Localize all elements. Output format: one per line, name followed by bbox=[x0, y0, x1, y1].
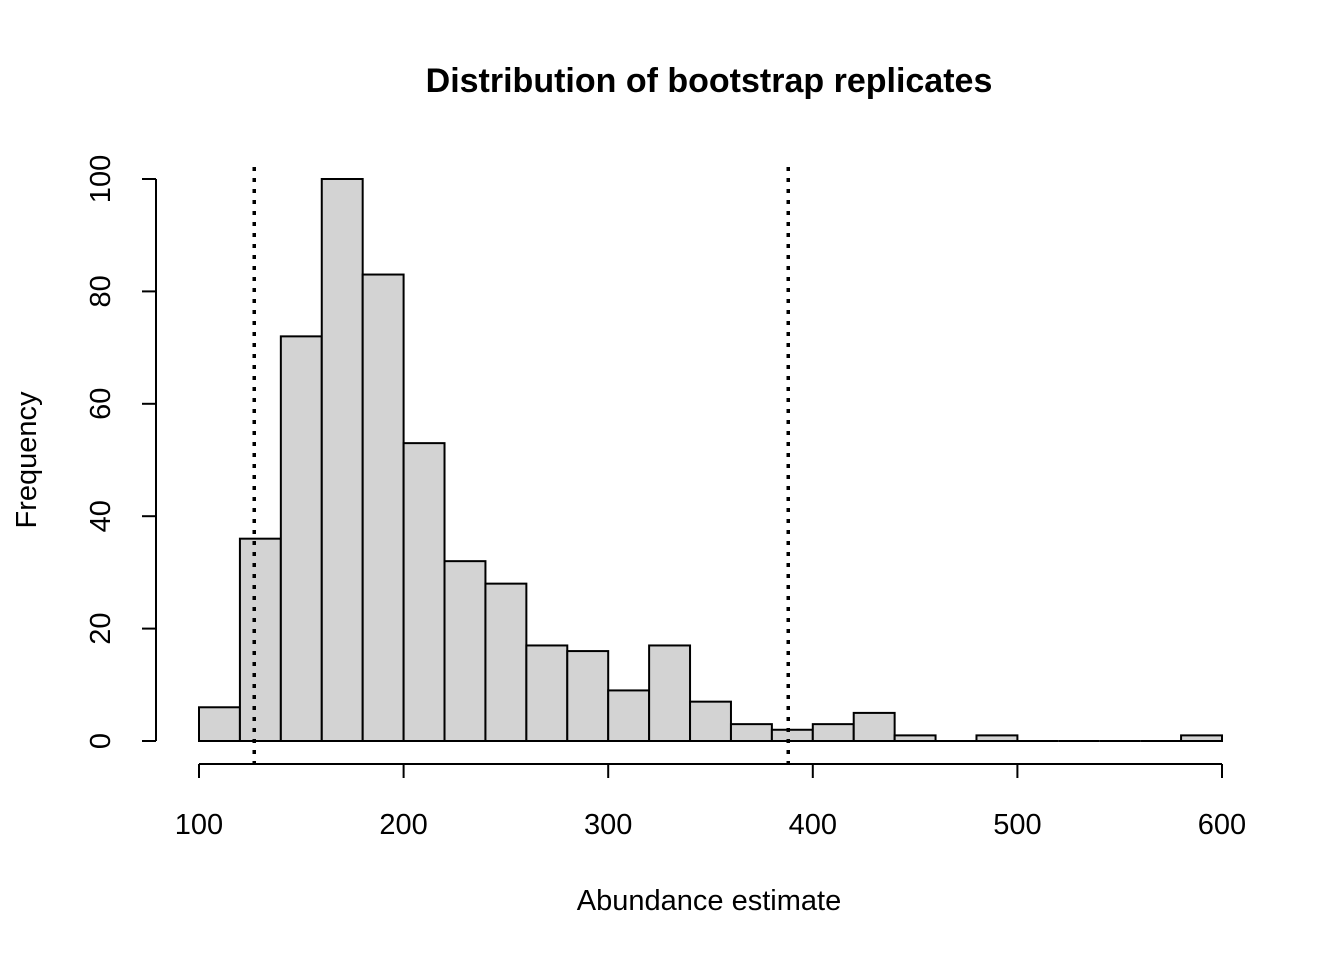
reference-lines-group bbox=[252, 167, 790, 766]
histogram-bar bbox=[975, 734, 1019, 743]
histogram-bar bbox=[893, 734, 937, 743]
chart-title: Distribution of bootstrap replicates bbox=[426, 62, 993, 100]
x-tick-label: 500 bbox=[993, 809, 1041, 841]
histogram-bar bbox=[566, 650, 610, 743]
histogram-bar bbox=[811, 723, 855, 743]
histogram-bar bbox=[279, 335, 323, 742]
histogram-bar bbox=[729, 723, 773, 743]
histogram-bar bbox=[198, 706, 241, 743]
y-axis-label: Frequency bbox=[11, 391, 43, 529]
y-tick-label: 40 bbox=[85, 500, 117, 532]
y-tick-label: 100 bbox=[85, 155, 117, 203]
histogram-bar bbox=[320, 178, 364, 742]
histogram-bar bbox=[402, 442, 446, 742]
bars-group bbox=[198, 178, 1223, 743]
histogram-bar bbox=[770, 728, 814, 743]
x-axis-label: Abundance estimate bbox=[577, 885, 841, 917]
x-tick-label: 200 bbox=[379, 809, 427, 841]
x-tick-label: 400 bbox=[789, 809, 837, 841]
y-tick-label: 0 bbox=[85, 733, 117, 749]
histogram-bar bbox=[648, 644, 692, 743]
x-tick-label: 300 bbox=[584, 809, 632, 841]
histogram-bar bbox=[607, 689, 651, 742]
histogram-bar bbox=[484, 582, 528, 743]
x-tick-label: 100 bbox=[175, 809, 223, 841]
x-tick-label: 600 bbox=[1198, 809, 1246, 841]
y-tick-label: 20 bbox=[85, 612, 117, 644]
histogram-bar bbox=[443, 560, 487, 742]
y-tick-label: 80 bbox=[85, 275, 117, 307]
histogram-bar bbox=[689, 700, 732, 742]
histogram-bar bbox=[852, 711, 896, 743]
x-axis: 100 200 300 400 500 600 bbox=[175, 763, 1246, 841]
y-axis: 0 20 40 60 80 100 bbox=[85, 155, 157, 749]
histogram-bar bbox=[525, 644, 569, 743]
histogram-bar bbox=[238, 537, 282, 742]
histogram-bar bbox=[361, 273, 405, 742]
y-tick-label: 60 bbox=[85, 388, 117, 420]
histogram-bar bbox=[1180, 734, 1223, 743]
